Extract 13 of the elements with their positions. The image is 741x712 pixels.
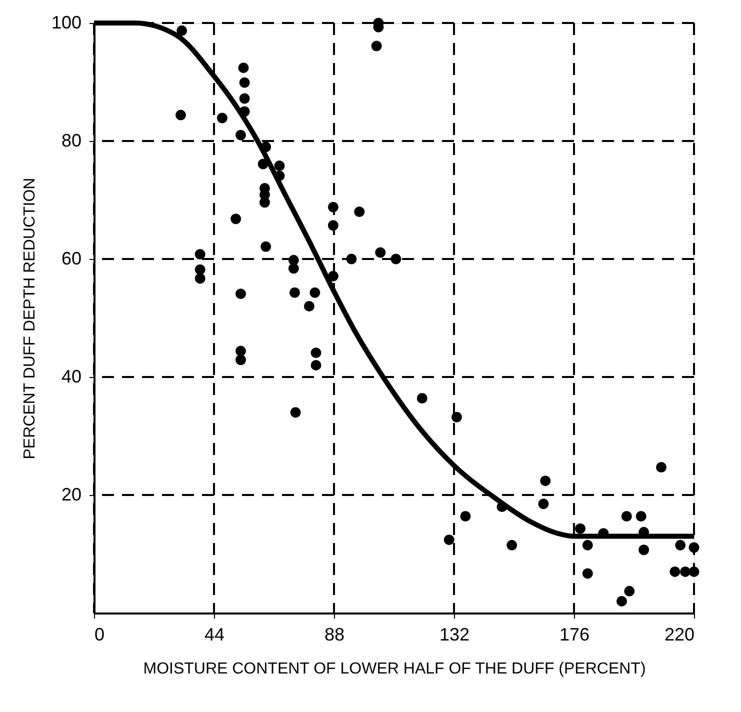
x-tick-label: 44: [204, 624, 225, 644]
x-tick-label: 176: [559, 624, 590, 644]
x-tick-label: 220: [664, 624, 694, 644]
x-tick-label: 132: [439, 624, 470, 644]
y-axis-title: PERCENT DUFF DEPTH REDUCTION: [21, 178, 38, 460]
y-tick-label: 40: [61, 366, 82, 386]
y-tick-label: 20: [61, 484, 82, 504]
y-tick-label: 100: [51, 12, 82, 32]
y-tick-label: 80: [61, 130, 82, 150]
x-tick-label: 88: [324, 624, 345, 644]
x-axis-title: MOISTURE CONTENT OF LOWER HALF OF THE DUFF (PERCENT): [143, 660, 646, 678]
x-tick-label: 0: [94, 624, 105, 644]
y-tick-label: 60: [61, 248, 82, 268]
